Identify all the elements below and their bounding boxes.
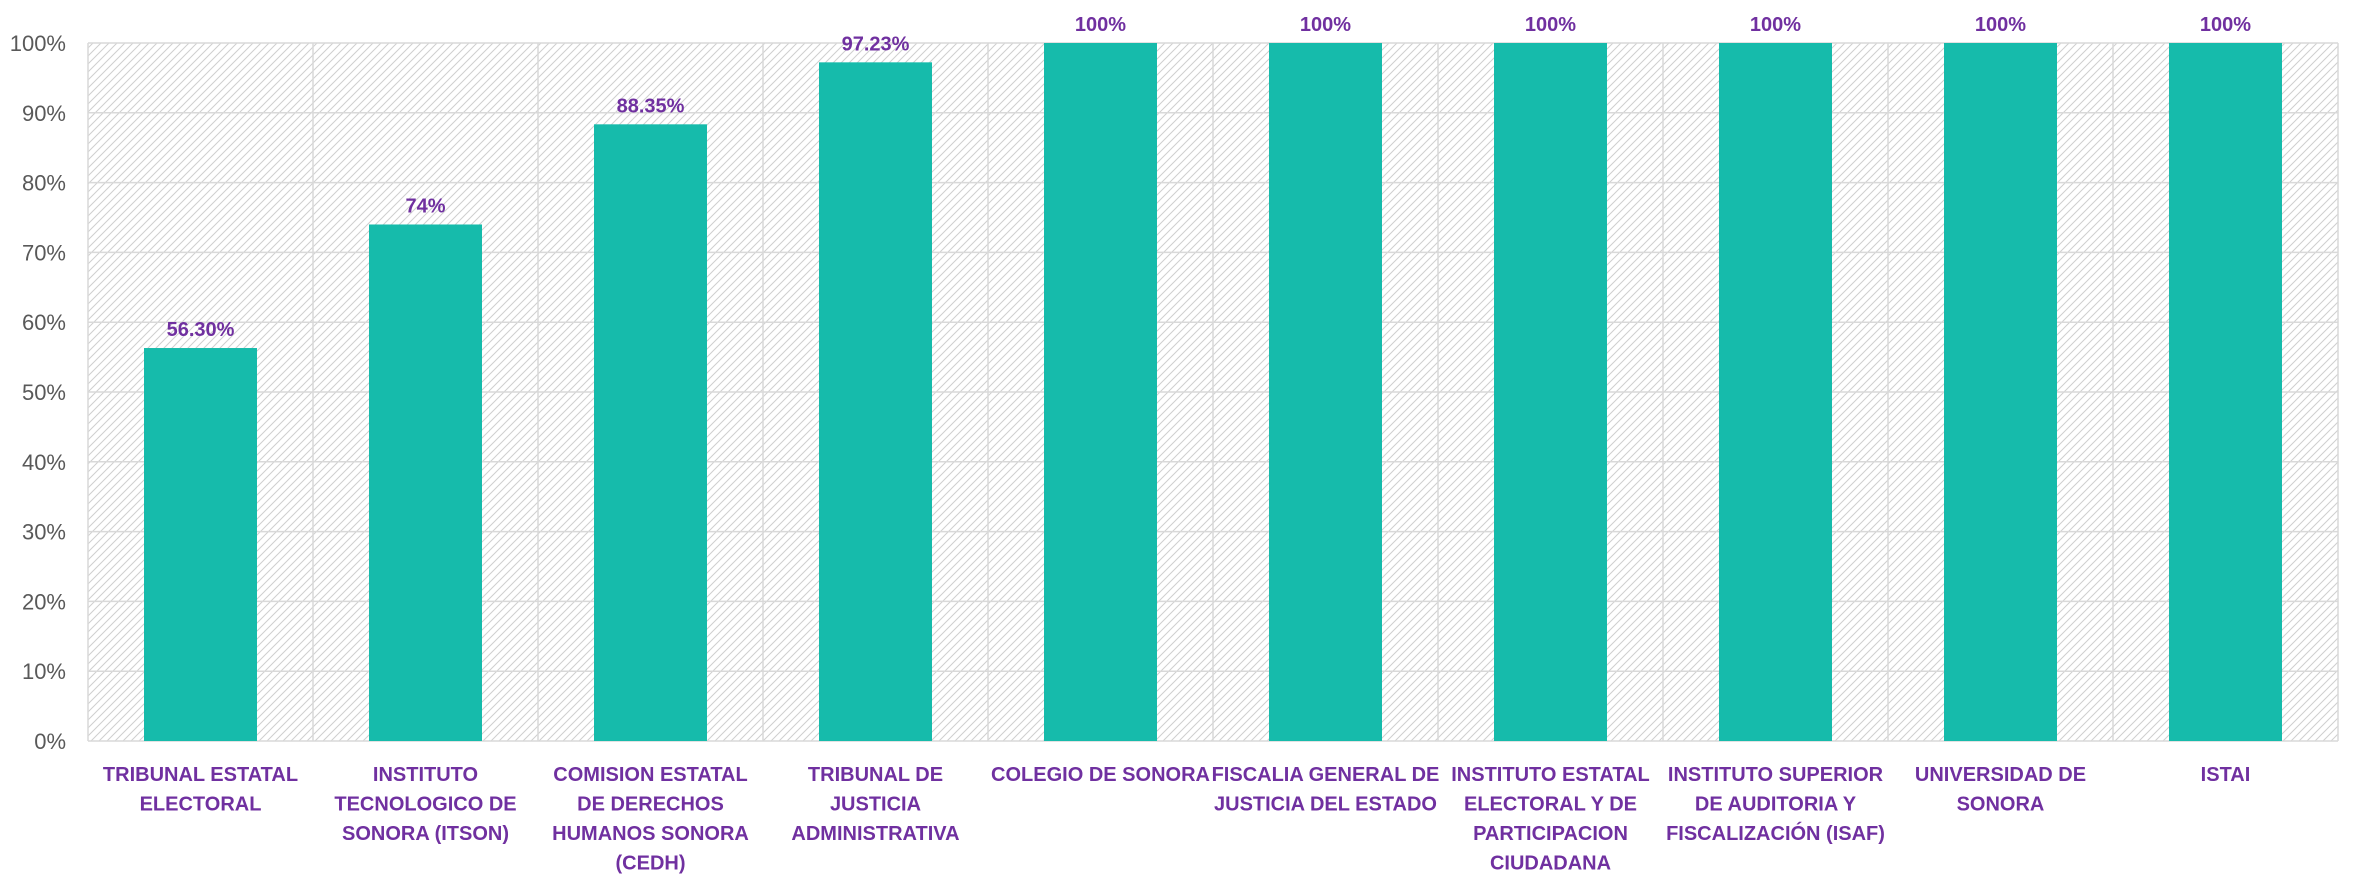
x-tick-label-line: UNIVERSIDAD DE — [1915, 764, 2086, 786]
data-label: 100% — [2200, 14, 2251, 36]
bar — [1494, 43, 1607, 741]
data-labels: 56.30% 74% 88.35% 97.23% 100% 100% 100% 100% 100… — [167, 14, 2252, 341]
bars — [144, 43, 2282, 742]
x-tick-label-line: CIUDADANA — [1490, 853, 1611, 875]
x-tick-label-line: PARTICIPACION — [1473, 823, 1628, 845]
x-tick-label-line: (CEDH) — [616, 853, 686, 875]
bar — [1269, 43, 1382, 741]
bar — [594, 124, 707, 741]
x-tick-label-line: INSTITUTO — [373, 764, 478, 786]
x-tick-label-line: FISCALIZACIÓN (ISAF) — [1666, 821, 1885, 845]
x-tick-label: COLEGIO DE SONORA — [991, 764, 1210, 786]
y-tick-label: 10% — [22, 659, 66, 684]
x-tick-label-line: DE AUDITORIA Y — [1695, 794, 1857, 816]
x-tick-label: INSTITUTO SUPERIOR DE AUDITORIA Y FISCALIZ… — [1666, 764, 1885, 845]
y-tick-label: 90% — [22, 101, 66, 126]
x-tick-label-line: COMISION ESTATAL — [553, 764, 747, 786]
x-tick-label-line: INSTITUTO SUPERIOR — [1668, 764, 1884, 786]
data-label: 74% — [405, 195, 445, 217]
y-tick-label: 60% — [22, 310, 66, 335]
y-tick-label: 0% — [34, 729, 66, 754]
x-tick-label-line: ADMINISTRATIVA — [791, 823, 959, 845]
data-label: 97.23% — [842, 33, 910, 55]
x-tick-label-line: DE DERECHOS — [577, 794, 724, 816]
x-tick-label-line: SONORA (ITSON) — [342, 823, 509, 845]
y-axis: 0% 10% 20% 30% 40% 50% 60% 70% 80% 90% 100% — [10, 31, 66, 754]
x-tick-label: ISTAI — [2201, 764, 2251, 786]
data-label: 100% — [1750, 14, 1801, 36]
x-tick-label: COMISION ESTATAL DE DERECHOS HUMANOS SONOR… — [552, 764, 749, 875]
y-tick-label: 70% — [22, 240, 66, 265]
x-axis: TRIBUNAL ESTATAL ELECTORAL INSTITUTO TECNOL… — [103, 764, 2250, 875]
x-tick-label: FISCALIA GENERAL DE JUSTICIA DEL ESTADO — [1212, 764, 1440, 816]
x-tick-label-line: HUMANOS SONORA — [552, 823, 749, 845]
x-tick-label-line: JUSTICIA — [830, 794, 921, 816]
data-label: 100% — [1525, 14, 1576, 36]
data-label: 100% — [1300, 14, 1351, 36]
x-tick-label: INSTITUTO ESTATAL ELECTORAL Y DE PARTICIPA… — [1451, 764, 1650, 875]
y-tick-label: 80% — [22, 171, 66, 196]
data-label: 100% — [1975, 14, 2026, 36]
data-label: 100% — [1075, 14, 1126, 36]
y-tick-label: 50% — [22, 380, 66, 405]
x-tick-label: UNIVERSIDAD DE SONORA — [1915, 764, 2086, 816]
bar — [1944, 43, 2057, 741]
bar — [1044, 43, 1157, 741]
x-tick-label-line: COLEGIO DE SONORA — [991, 764, 1210, 786]
x-tick-label-line: ISTAI — [2201, 764, 2251, 786]
y-tick-label: 30% — [22, 520, 66, 545]
y-tick-label: 20% — [22, 589, 66, 614]
x-tick-label-line: JUSTICIA DEL ESTADO — [1214, 794, 1437, 816]
x-tick-label-line: ELECTORAL Y DE — [1464, 794, 1637, 816]
bar — [369, 224, 482, 742]
bar — [2169, 43, 2282, 741]
x-tick-label-line: TECNOLOGICO DE — [334, 794, 516, 816]
x-tick-label: TRIBUNAL ESTATAL ELECTORAL — [103, 764, 298, 816]
bar — [144, 348, 257, 741]
data-label: 56.30% — [167, 319, 235, 341]
data-label: 88.35% — [617, 95, 685, 117]
x-tick-label: INSTITUTO TECNOLOGICO DE SONORA (ITSON) — [334, 764, 516, 845]
x-tick-label-line: INSTITUTO ESTATAL — [1451, 764, 1650, 786]
y-tick-label: 100% — [10, 31, 66, 56]
x-tick-label-line: ELECTORAL — [140, 794, 262, 816]
x-tick-label-line: FISCALIA GENERAL DE — [1212, 764, 1440, 786]
x-tick-label-line: SONORA — [1957, 794, 2045, 816]
x-tick-label-line: TRIBUNAL DE — [808, 764, 943, 786]
x-tick-label: TRIBUNAL DE JUSTICIA ADMINISTRATIVA — [791, 764, 959, 845]
bar — [1719, 43, 1832, 741]
y-tick-label: 40% — [22, 450, 66, 475]
bar — [819, 62, 932, 742]
x-tick-label-line: TRIBUNAL ESTATAL — [103, 764, 298, 786]
